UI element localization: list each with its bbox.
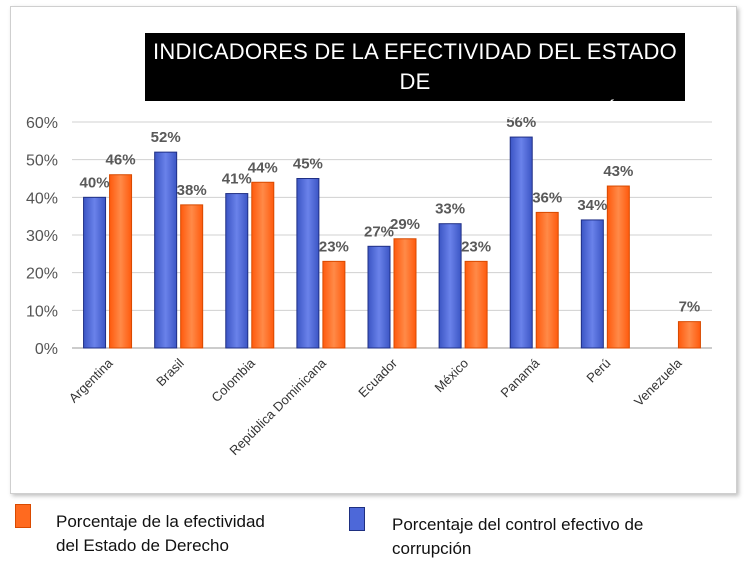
bar-rule-of-law <box>393 238 417 349</box>
x-tick-label: Ecuador <box>355 355 400 400</box>
x-tick-label: Argentina <box>66 355 117 406</box>
y-tick-label: 30% <box>26 228 58 245</box>
chart-title-line-1: INDICADORES DE LA EFECTIVIDAD DEL ESTADO… <box>153 39 677 94</box>
bar-corruption-control <box>509 136 533 349</box>
bar-corruption-control <box>154 151 178 349</box>
data-label: 56% <box>506 114 536 131</box>
data-label: 7% <box>679 299 701 316</box>
x-tick-label: Panamá <box>497 355 542 400</box>
legend-swatch-corruption-control <box>349 507 365 531</box>
bar-rule-of-law <box>109 174 133 349</box>
bar-corruption-control <box>580 219 604 349</box>
data-label: 38% <box>177 182 207 199</box>
bar-rule-of-law <box>677 321 701 349</box>
data-label: 23% <box>319 238 349 255</box>
data-label: 46% <box>106 152 136 169</box>
x-tick-label: Colombia <box>208 355 258 405</box>
x-tick-label: Venezuela <box>631 355 685 409</box>
legend-label-rule-of-law: Porcentaje de la efectividad del Estado … <box>56 512 265 555</box>
data-label: 36% <box>532 189 562 206</box>
data-label: 29% <box>390 216 420 233</box>
bar-corruption-control <box>367 245 391 349</box>
legend-swatch-rule-of-law <box>15 504 31 528</box>
chart-title: INDICADORES DE LA EFECTIVIDAD DEL ESTADO… <box>145 33 685 124</box>
y-tick-label: 0% <box>35 341 58 358</box>
x-tick-label: Perú <box>583 356 613 386</box>
y-tick-label: 60% <box>26 115 58 132</box>
data-label: 40% <box>80 174 110 191</box>
y-tick-label: 10% <box>26 303 58 320</box>
chart-title-line-2: DERECHO Y CONTROL DE CORRUPCIÓN <box>193 99 637 124</box>
legend-label-corruption-control: Porcentaje del control efectivo de corru… <box>392 515 644 558</box>
bar-corruption-control <box>83 196 107 349</box>
data-label: 34% <box>577 197 607 214</box>
y-tick-label: 20% <box>26 266 58 283</box>
bar-rule-of-law <box>251 181 275 349</box>
data-label: 23% <box>461 238 491 255</box>
data-label: 33% <box>435 201 465 218</box>
x-tick-label: México <box>432 356 472 396</box>
bar-rule-of-law <box>322 260 346 349</box>
bar-rule-of-law <box>464 260 488 349</box>
bar-rule-of-law <box>606 185 630 349</box>
bar-rule-of-law <box>535 211 559 349</box>
bar-corruption-control <box>438 223 462 349</box>
data-label: 45% <box>293 156 323 173</box>
x-tick-label: Brasil <box>153 355 187 389</box>
data-label: 41% <box>222 171 252 188</box>
bar-rule-of-law <box>180 204 204 349</box>
y-tick-label: 40% <box>26 190 58 207</box>
data-label: 43% <box>603 163 633 180</box>
data-label: 52% <box>151 129 181 146</box>
data-label: 44% <box>248 159 278 176</box>
data-label: 27% <box>364 223 394 240</box>
y-tick-label: 50% <box>26 153 58 170</box>
bar-corruption-control <box>296 178 320 349</box>
bar-corruption-control <box>225 193 249 349</box>
